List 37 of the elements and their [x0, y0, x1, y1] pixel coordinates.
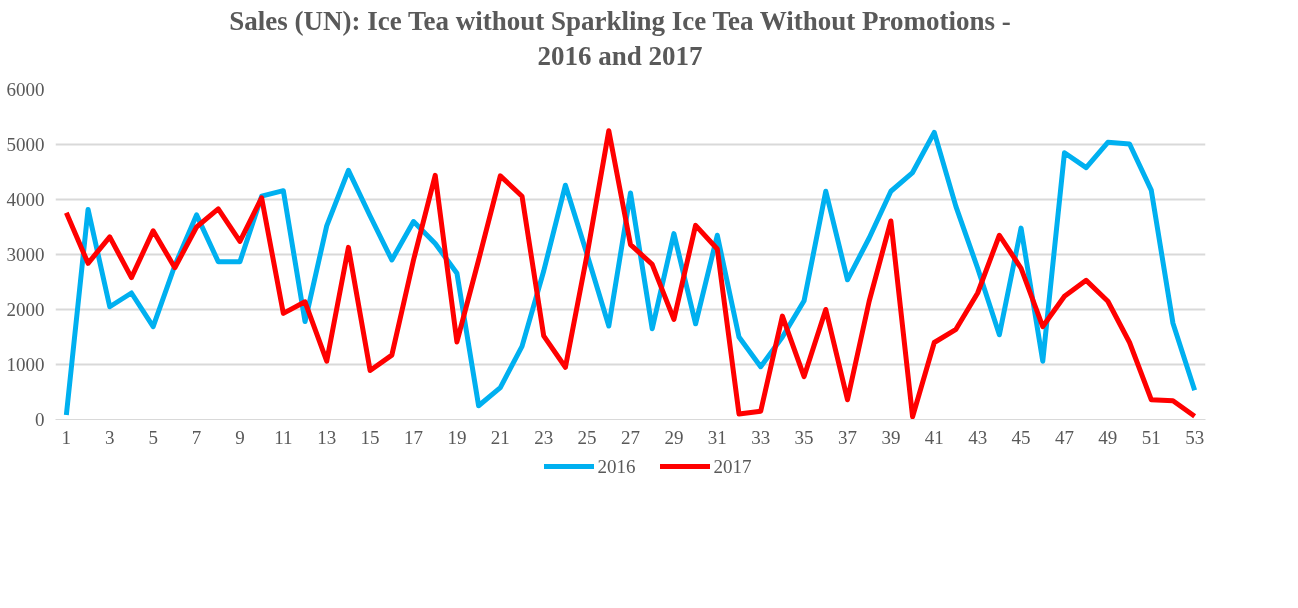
y-tick-label: 1000 — [6, 354, 45, 376]
legend-label: 2016 — [597, 456, 636, 478]
x-tick-label: 15 — [360, 426, 380, 448]
x-tick-label: 3 — [105, 426, 115, 448]
y-tick-label: 0 — [35, 409, 45, 431]
y-tick-label: 6000 — [6, 79, 45, 101]
x-tick-label: 45 — [1011, 426, 1031, 448]
x-tick-label: 13 — [317, 426, 337, 448]
x-tick-label: 47 — [1054, 426, 1074, 448]
x-tick-label: 43 — [968, 426, 988, 448]
legend-label: 2017 — [713, 456, 752, 478]
x-tick-label: 17 — [404, 426, 424, 448]
x-tick-label: 53 — [1185, 426, 1205, 448]
x-tick-label: 35 — [794, 426, 814, 448]
x-tick-label: 1 — [61, 426, 72, 448]
x-tick-label: 27 — [621, 426, 640, 448]
x-tick-label: 25 — [577, 426, 597, 448]
y-tick-label: 2000 — [6, 299, 45, 321]
x-tick-label: 37 — [837, 426, 857, 448]
x-tick-label: 9 — [235, 426, 245, 448]
x-tick-label: 51 — [1141, 426, 1161, 448]
x-tick-label: 21 — [490, 426, 510, 448]
x-tick-label: 7 — [191, 426, 202, 448]
x-tick-label: 5 — [148, 426, 158, 448]
y-tick-label: 5000 — [6, 134, 45, 156]
x-tick-label: 49 — [1098, 426, 1118, 448]
x-tick-label: 39 — [881, 426, 901, 448]
x-tick-label: 11 — [274, 426, 293, 448]
y-tick-label: 3000 — [6, 244, 45, 266]
y-tick-label: 4000 — [6, 189, 45, 211]
x-tick-label: 41 — [924, 426, 944, 448]
x-tick-label: 19 — [447, 426, 467, 448]
x-tick-label: 31 — [707, 426, 727, 448]
x-tick-label: 29 — [664, 426, 684, 448]
x-tick-label: 33 — [751, 426, 771, 448]
x-tick-label: 23 — [534, 426, 554, 448]
chart-title: Sales (UN): Ice Tea without Sparkling Ice Tea Without Promotions - 2016 and 2017 — [228, 5, 1012, 74]
